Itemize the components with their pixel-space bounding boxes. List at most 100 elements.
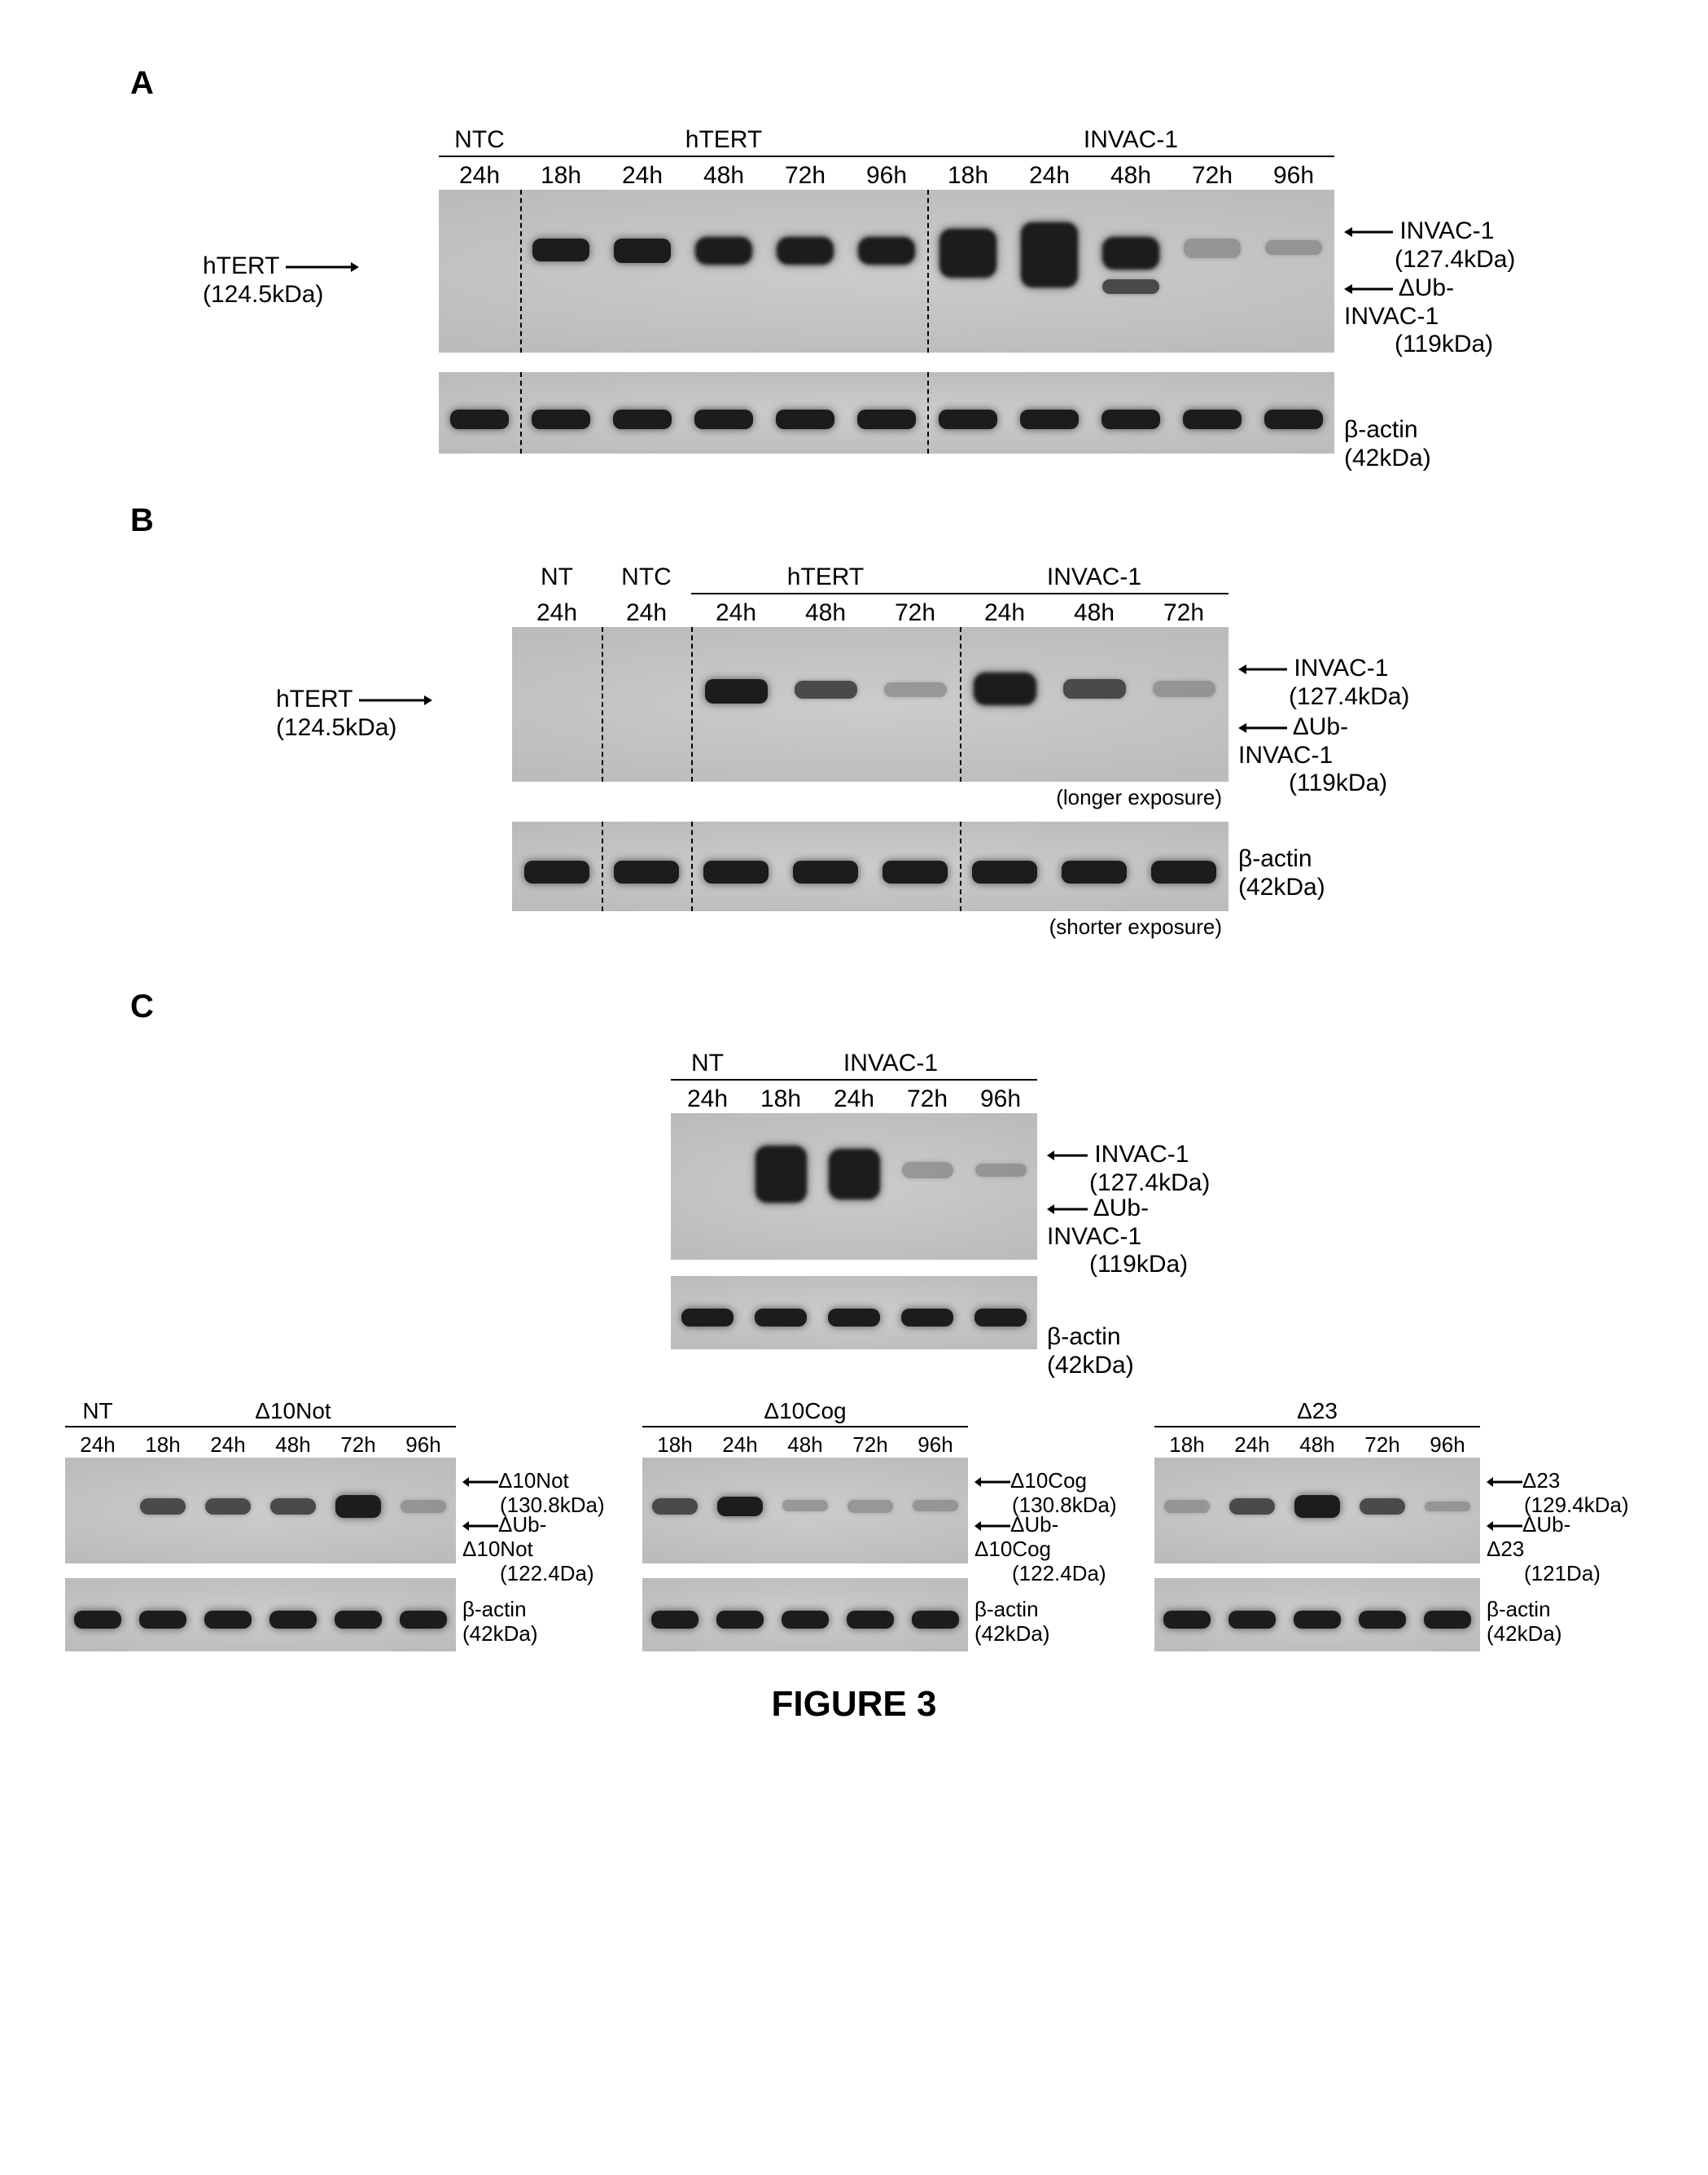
sub-r2b: (121Da): [1487, 1561, 1601, 1585]
arrow-left-icon: [1344, 224, 1393, 240]
actin-band: [694, 410, 753, 429]
western-blot-band: [717, 1497, 763, 1516]
western-blot-band: [974, 673, 1036, 705]
panel-b-letter: B: [130, 502, 1643, 539]
western-blot-band: [1184, 239, 1241, 258]
panel-b-left-label-2: (124.5kDa): [276, 714, 396, 741]
western-blot-band: [847, 1500, 893, 1513]
actin-band: [681, 1309, 734, 1326]
western-blot-band: [939, 229, 996, 278]
lane-divider: [602, 627, 603, 782]
timepoint-label: 72h: [1172, 162, 1253, 190]
western-blot-band: [401, 1500, 446, 1513]
panel-a-right-r1: INVAC-1: [1399, 217, 1494, 244]
panel-c-top-r1: INVAC-1: [1094, 1141, 1189, 1168]
arrow-left-icon: [1047, 1202, 1088, 1217]
timepoint-label: 24h: [817, 1085, 891, 1113]
actin-band: [939, 410, 997, 429]
actin-blot: [65, 1578, 456, 1651]
arrow-left-icon: [1487, 1476, 1522, 1489]
panel-a-letter: A: [130, 65, 1643, 102]
western-blot-band: [140, 1498, 186, 1515]
actin-band: [450, 410, 509, 429]
western-blot-band: [913, 1500, 958, 1511]
western-blot-band: [975, 1164, 1027, 1177]
timepoint-label: 24h: [1009, 162, 1090, 190]
sub-r1: Δ23: [1522, 1468, 1560, 1493]
western-blot-band: [1102, 279, 1159, 294]
timepoint-label: 72h: [838, 1432, 903, 1458]
actin-band: [1062, 861, 1126, 884]
panel-c-top-r2b: (119kDa): [1047, 1251, 1188, 1278]
western-blot-band: [858, 237, 915, 265]
actin-blot: [1154, 1578, 1480, 1651]
arrow-left-icon: [1344, 281, 1393, 297]
western-blot-band: [1102, 237, 1159, 270]
lane-divider: [927, 190, 929, 353]
western-blot-band: [782, 1500, 828, 1511]
timepoint-label: 72h: [326, 1432, 391, 1458]
actin-band: [1163, 1611, 1211, 1629]
lane-divider: [520, 372, 522, 454]
western-blot-band: [705, 679, 768, 704]
actin-band: [651, 1611, 699, 1629]
group-label: NTC: [602, 563, 691, 594]
western-blot-band: [902, 1162, 953, 1178]
sub-r2b: (122.4Da): [974, 1561, 1106, 1585]
actin-band: [400, 1611, 447, 1629]
timepoint-label: 72h: [764, 162, 846, 190]
western-blot-band: [1063, 679, 1126, 699]
timepoint-label: 72h: [891, 1085, 964, 1113]
timepoint-label: 72h: [1350, 1432, 1415, 1458]
sub-actin-b: (42kDa): [974, 1621, 1049, 1646]
timepoint-label: 96h: [846, 162, 927, 190]
arrow-left-icon: [462, 1476, 498, 1489]
western-blot-band: [1164, 1500, 1210, 1513]
timepoint-label: 24h: [671, 1085, 744, 1113]
western-blot-band: [755, 1146, 807, 1203]
panel-b-left-label-1: hTERT: [276, 686, 353, 713]
actin-band: [857, 410, 916, 429]
panel-b-right-r1b: (127.4kDa): [1238, 683, 1409, 710]
panel-a-left-label-1: hTERT: [203, 252, 279, 279]
sub-actin: β-actin: [974, 1597, 1039, 1621]
western-blot-band: [1021, 222, 1078, 287]
western-blot: [1154, 1458, 1480, 1563]
timepoint-label: 24h: [439, 162, 520, 190]
group-label: hTERT: [520, 126, 927, 157]
figure-caption: FIGURE 3: [65, 1684, 1643, 1725]
actin-band: [1183, 410, 1242, 429]
timepoint-label: 24h: [1220, 1432, 1285, 1458]
timepoint-label: 18h: [927, 162, 1009, 190]
actin-band: [716, 1611, 764, 1629]
arrow-right-icon: [286, 259, 359, 275]
sub-r1: Δ10Cog: [1010, 1468, 1087, 1493]
actin-band: [614, 861, 678, 884]
western-blot-band: [795, 681, 857, 699]
western-blot-band: [1425, 1502, 1470, 1511]
panel-a-right-r2b: (119kDa): [1344, 331, 1493, 357]
timepoint-label: 96h: [903, 1432, 968, 1458]
panel-a-blot-top: [439, 190, 1334, 353]
arrow-left-icon: [462, 1519, 498, 1533]
actin-band: [776, 410, 834, 429]
panel-b: hTERT (124.5kDa) NTNTChTERTINVAC-1 24h24…: [65, 563, 1643, 940]
timepoint-label: 18h: [1154, 1432, 1220, 1458]
lane-divider: [520, 190, 522, 353]
panel-c-top-blot-actin: [671, 1276, 1037, 1349]
panel-a-left-label-2: (124.5kDa): [203, 281, 323, 308]
panel-a-blot-actin: [439, 372, 1334, 454]
western-blot: [65, 1458, 456, 1563]
panel-c-top-actin-b: (42kDa): [1047, 1352, 1134, 1379]
actin-band: [532, 410, 590, 429]
timepoint-label: 96h: [1253, 162, 1334, 190]
sub-r2b: (122.4Da): [462, 1561, 594, 1585]
group-label: hTERT: [691, 563, 960, 594]
timepoint-label: 72h: [1139, 599, 1228, 627]
actin-band: [74, 1611, 121, 1629]
panel-c-top: NTINVAC-1 24h18h24h72h96h INVAC-1 (127.4…: [65, 1050, 1643, 1349]
actin-band: [1264, 410, 1323, 429]
arrow-left-icon: [1238, 720, 1287, 736]
arrow-left-icon: [1047, 1148, 1088, 1163]
timepoint-label: 18h: [130, 1432, 195, 1458]
